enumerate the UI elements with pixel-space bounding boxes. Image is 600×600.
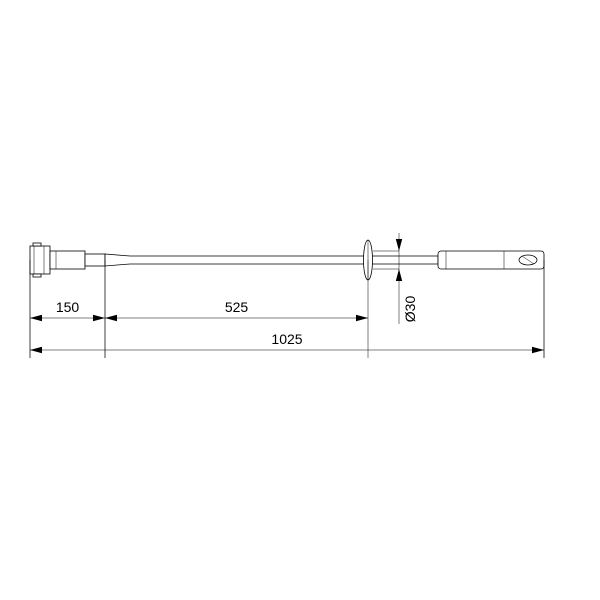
arrowhead	[532, 347, 544, 353]
arrowhead	[30, 315, 42, 321]
shaft	[105, 254, 438, 266]
connector-tab-top	[33, 243, 41, 246]
dim-150-label: 150	[56, 299, 80, 315]
connector-pin	[85, 254, 105, 266]
device-outline	[30, 240, 544, 280]
connector-outer	[30, 246, 50, 274]
connector-step	[50, 251, 85, 269]
connector-tab-bottom	[33, 274, 41, 277]
dim-dia30-label: Ø30	[402, 296, 418, 323]
dim-1025-label: 1025	[271, 331, 302, 347]
arrowhead	[396, 269, 402, 281]
arrowhead	[93, 315, 105, 321]
arrowhead	[105, 315, 117, 321]
arrowhead	[30, 347, 42, 353]
arrowhead	[396, 239, 402, 251]
dim-525-label: 525	[225, 299, 249, 315]
arrowhead	[356, 315, 368, 321]
technical-drawing: 150 525 Ø30 1025	[0, 0, 600, 600]
